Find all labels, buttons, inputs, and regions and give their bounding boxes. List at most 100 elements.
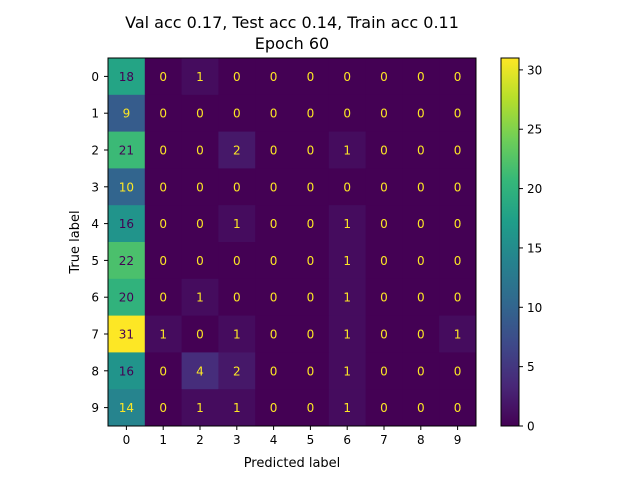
- heatmap-cells: [108, 58, 477, 427]
- heatmap-cell: [402, 168, 440, 206]
- cell-value-label: 0: [307, 180, 315, 194]
- heatmap-cell: [108, 389, 146, 427]
- heatmap-cell: [402, 389, 440, 427]
- heatmap-cell: [365, 58, 403, 96]
- cell-value-label: 1: [454, 328, 462, 342]
- x-axis-ticks: 0 1 2 3 4 5 6 7 8 9: [123, 426, 462, 447]
- cell-value-label: 0: [159, 364, 167, 378]
- cell-value-label: 0: [196, 180, 204, 194]
- y-axis-label: True label: [68, 210, 83, 274]
- cell-value-label: 0: [454, 144, 462, 158]
- heatmap-cell: [402, 242, 440, 280]
- heatmap-cell: [439, 315, 477, 353]
- heatmap-cell: [144, 58, 183, 96]
- x-axis-label: Predicted label: [244, 456, 341, 471]
- heatmap-cell: [255, 58, 293, 96]
- cell-value-label: 0: [196, 254, 204, 268]
- cell-value-label: 1: [196, 70, 204, 84]
- cell-value-label: 0: [417, 291, 425, 305]
- cell-value-label: 0: [454, 291, 462, 305]
- cell-value-label: 0: [343, 107, 351, 121]
- heatmap-cell: [402, 205, 440, 243]
- heatmap-cell: [402, 58, 440, 96]
- heatmap-cell: [365, 315, 403, 353]
- heatmap-cell: [328, 168, 367, 206]
- cell-value-label: 0: [380, 291, 388, 305]
- cell-value-label: 0: [159, 217, 167, 231]
- heatmap-cell: [365, 242, 403, 280]
- heatmap-cell: [365, 389, 403, 427]
- heatmap-cell: [292, 315, 330, 353]
- cell-value-label: 0: [380, 144, 388, 158]
- colorbar-tick-label: 15: [527, 241, 542, 255]
- x-tick-label: 9: [454, 433, 462, 447]
- cell-value-label: 1: [196, 401, 204, 415]
- cell-value-label: 0: [270, 144, 278, 158]
- cell-value-label: 0: [343, 70, 351, 84]
- plot-frame: [107, 57, 477, 427]
- cell-value-label: 0: [196, 107, 204, 121]
- heatmap-cell: [108, 242, 146, 280]
- heatmap-cell: [181, 58, 219, 96]
- heatmap-cell: [292, 168, 330, 206]
- cell-value-label: 0: [270, 254, 278, 268]
- heatmap-cell: [292, 352, 330, 390]
- cell-value-label: 0: [454, 364, 462, 378]
- heatmap-cell: [255, 389, 293, 427]
- x-tick-label: 8: [417, 433, 425, 447]
- colorbar-tick-label: 20: [527, 182, 542, 196]
- cell-value-label: 0: [380, 364, 388, 378]
- x-tick-label: 1: [159, 433, 167, 447]
- cell-value-label: 0: [417, 180, 425, 194]
- x-tick-label: 0: [123, 433, 131, 447]
- heatmap-cell: [255, 205, 293, 243]
- heatmap-cell: [328, 278, 367, 317]
- heatmap-cell: [255, 168, 293, 206]
- cell-value-label: 0: [233, 180, 241, 194]
- chart-title-line-1: Val acc 0.17, Test acc 0.14, Train acc 0…: [125, 13, 459, 32]
- cell-value-label: 0: [159, 70, 167, 84]
- cell-value-label: 0: [417, 70, 425, 84]
- heatmap-cell: [292, 131, 330, 169]
- heatmap-cell: [144, 242, 183, 280]
- heatmap-cell: [108, 131, 146, 169]
- colorbar-tick-label: 10: [527, 301, 542, 315]
- y-tick-label: 7: [91, 328, 99, 342]
- y-tick-label: 3: [91, 180, 99, 194]
- heatmap-cell: [292, 242, 330, 280]
- heatmap-cell: [328, 315, 367, 353]
- heatmap-cell: [181, 315, 219, 353]
- cell-value-label: 0: [159, 254, 167, 268]
- heatmap-cell: [365, 205, 403, 243]
- cell-value-label: 9: [123, 107, 131, 121]
- heatmap-cell: [144, 205, 183, 243]
- heatmap-cell: [439, 278, 477, 317]
- heatmap-cell: [218, 94, 256, 133]
- cell-value-label: 0: [159, 144, 167, 158]
- heatmap-cell: [328, 389, 367, 427]
- heatmap-cell: [439, 205, 477, 243]
- x-tick-label: 5: [307, 433, 315, 447]
- heatmap-cell: [255, 352, 293, 390]
- cell-value-label: 0: [196, 144, 204, 158]
- heatmap-cell: [402, 131, 440, 169]
- y-tick-label: 9: [91, 401, 99, 415]
- cell-value-label: 16: [119, 217, 134, 231]
- cell-value-label: 0: [270, 70, 278, 84]
- heatmap-cell: [181, 389, 219, 427]
- cell-value-label: 1: [343, 291, 351, 305]
- cell-value-label: 0: [270, 217, 278, 231]
- cell-value-label: 1: [233, 217, 241, 231]
- heatmap-cell: [181, 168, 219, 206]
- cell-value-label: 0: [380, 328, 388, 342]
- heatmap-cell: [328, 58, 367, 96]
- y-tick-label: 5: [91, 254, 99, 268]
- y-tick-label: 8: [91, 364, 99, 378]
- heatmap-cell: [439, 131, 477, 169]
- cell-value-label: 1: [233, 328, 241, 342]
- heatmap-cell: [292, 278, 330, 317]
- heatmap-cell: [108, 58, 146, 96]
- heatmap-cell: [365, 278, 403, 317]
- cell-value-label: 0: [233, 254, 241, 268]
- cell-value-label: 0: [380, 107, 388, 121]
